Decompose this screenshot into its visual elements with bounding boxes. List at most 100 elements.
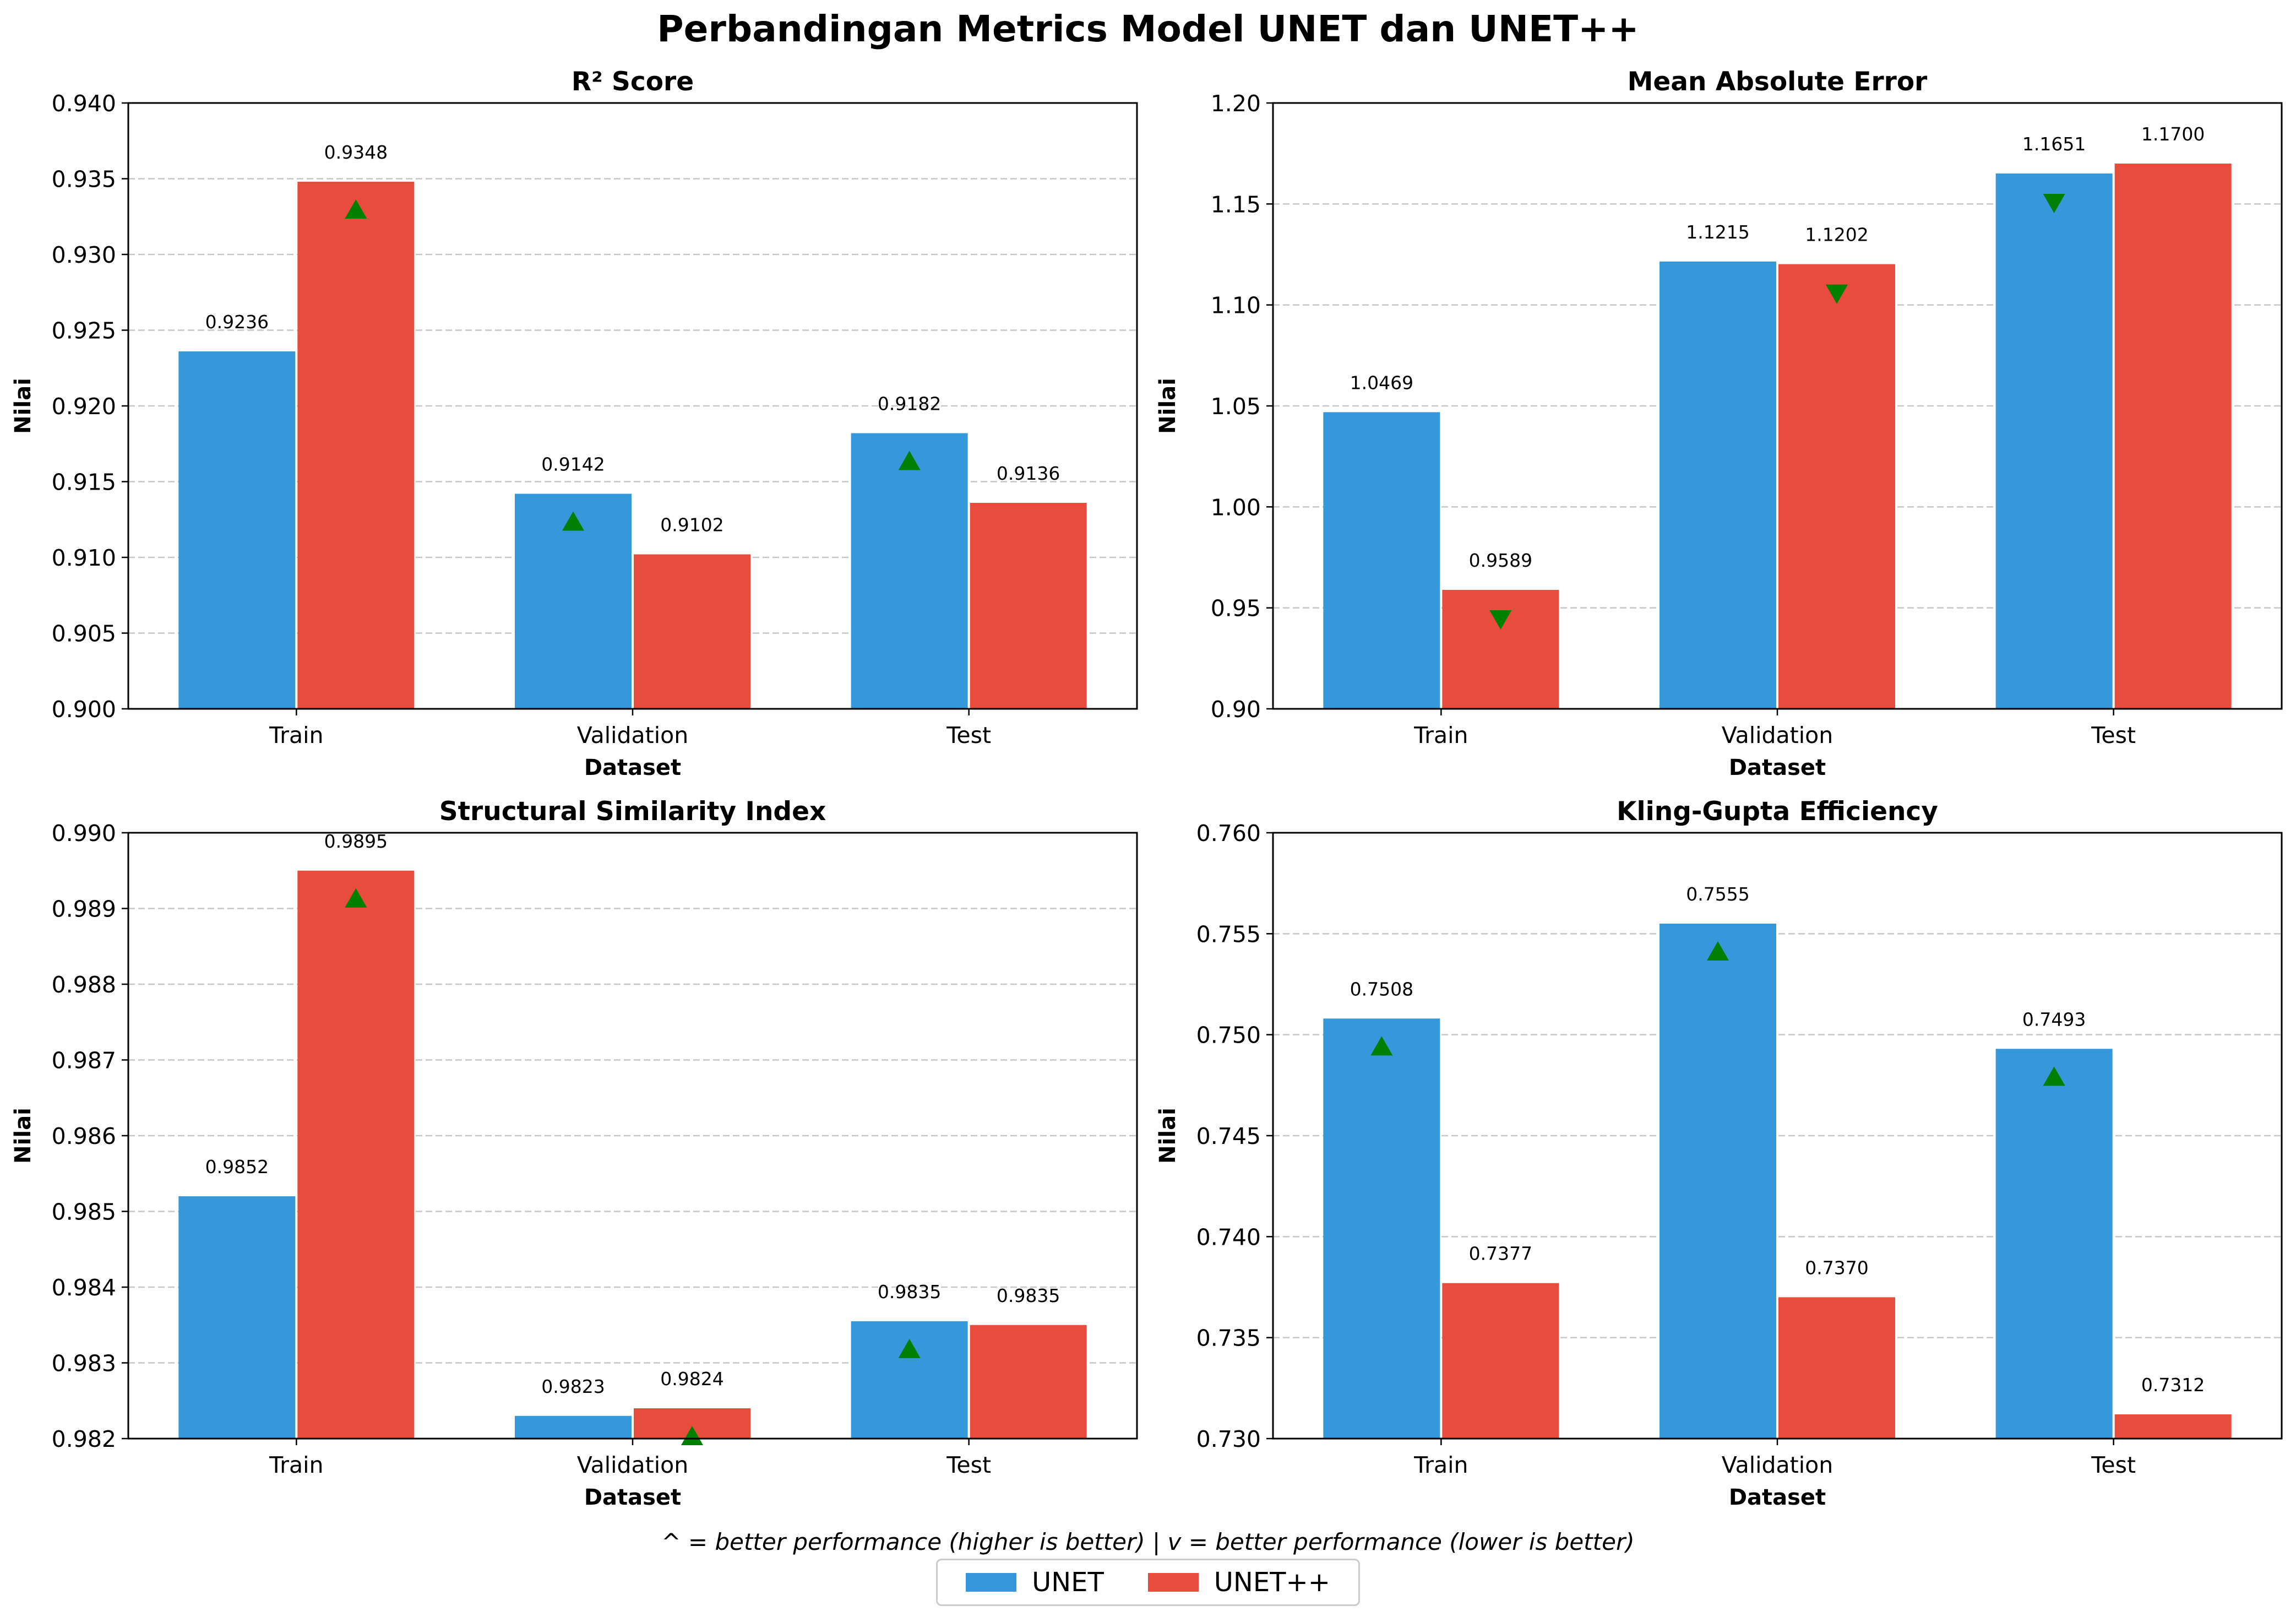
panel-title: Kling-Gupta Efficiency	[1617, 796, 1938, 827]
y-axis-label: Nilai	[1155, 378, 1180, 434]
better-marker-up	[345, 199, 367, 219]
x-axis-label: Dataset	[584, 755, 681, 780]
bar-unetpp-validation	[1778, 264, 1895, 709]
y-tick-label: 0.745	[1196, 1123, 1261, 1149]
data-label: 0.7555	[1686, 883, 1749, 905]
y-axis-label: Nilai	[10, 1108, 36, 1164]
x-tick-label: Validation	[577, 722, 688, 748]
bar-unet-train	[1323, 412, 1440, 709]
bar-unet-train	[178, 1196, 296, 1439]
panel-title: Mean Absolute Error	[1628, 67, 1928, 97]
x-tick-label: Train	[269, 722, 323, 748]
y-tick-label: 0.750	[1196, 1022, 1261, 1049]
x-tick-label: Validation	[577, 1452, 688, 1478]
y-tick-label: 0.935	[52, 166, 116, 193]
data-label: 0.9589	[1469, 550, 1532, 571]
data-label: 0.7508	[1350, 978, 1413, 1000]
y-tick-label: 0.940	[52, 90, 116, 117]
y-tick-label: 0.910	[52, 545, 116, 571]
data-label: 0.9182	[878, 393, 941, 415]
bar-unetpp-test	[2114, 164, 2232, 709]
axes-frame	[1272, 832, 2283, 1440]
data-label: 0.9852	[205, 1156, 269, 1178]
data-label: 1.1651	[2022, 133, 2086, 155]
y-tick-label: 0.989	[52, 896, 116, 923]
bar-unetpp-train	[1442, 1283, 1559, 1439]
axes-frame	[1272, 102, 2283, 710]
bar-unetpp-test	[2114, 1414, 2232, 1439]
bar-unetpp-validation	[634, 554, 750, 709]
x-tick-label: Validation	[1722, 722, 1833, 748]
bar-unetpp-validation	[1778, 1297, 1895, 1439]
axes-frame	[127, 832, 1138, 1440]
y-tick-label: 0.90	[1211, 696, 1261, 723]
data-label: 0.7370	[1805, 1257, 1868, 1278]
bar-unetpp-test	[970, 503, 1087, 709]
data-label: 1.0469	[1350, 372, 1413, 393]
y-tick-label: 0.920	[52, 393, 116, 420]
data-label: 0.7312	[2141, 1374, 2205, 1396]
legend-item-unetpp: UNET++	[1147, 1567, 1330, 1598]
data-label: 0.7493	[2022, 1008, 2086, 1030]
x-tick-label: Test	[946, 722, 991, 748]
y-tick-label: 0.760	[1196, 820, 1261, 847]
y-tick-label: 0.986	[52, 1123, 116, 1149]
bar-unet-test	[1995, 173, 2113, 709]
bar-unet-test	[1995, 1049, 2113, 1439]
y-tick-label: 0.915	[52, 469, 116, 496]
y-tick-label: 0.985	[52, 1199, 116, 1225]
y-tick-label: 0.982	[52, 1426, 116, 1452]
data-label: 0.9824	[660, 1368, 723, 1390]
data-label: 0.9835	[878, 1281, 941, 1303]
legend-label-unet: UNET	[1032, 1567, 1104, 1598]
legend-swatch-unetpp	[1147, 1573, 1199, 1592]
data-label: 0.9835	[997, 1285, 1060, 1306]
data-label: 0.9102	[660, 514, 723, 536]
data-label: 0.9348	[324, 142, 388, 163]
bar-unetpp-train	[1442, 590, 1559, 709]
bar-unet-train	[178, 351, 296, 709]
x-axis-label: Dataset	[584, 1485, 681, 1510]
y-tick-label: 0.735	[1196, 1325, 1261, 1352]
y-tick-label: 0.984	[52, 1274, 116, 1301]
better-marker-down	[1826, 284, 1848, 304]
x-tick-label: Train	[1413, 722, 1468, 748]
y-tick-label: 0.925	[52, 318, 116, 344]
better-marker-up	[1370, 1036, 1393, 1056]
better-marker-up	[1707, 941, 1729, 961]
y-axis-label: Nilai	[10, 378, 36, 434]
legend: UNET UNET++	[936, 1559, 1360, 1606]
legend-swatch-unet	[966, 1573, 1017, 1592]
bar-unetpp-train	[297, 870, 415, 1439]
data-label: 1.1215	[1686, 221, 1749, 243]
y-tick-label: 0.900	[52, 696, 116, 723]
better-marker-down	[1489, 610, 1512, 630]
y-tick-label: 1.05	[1211, 393, 1261, 420]
panel-title: R² Score	[572, 67, 694, 97]
figure-title: Perbandingan Metrics Model UNET dan UNET…	[657, 8, 1639, 50]
data-label: 1.1700	[2141, 123, 2205, 145]
panel-title: Structural Similarity Index	[439, 796, 826, 827]
y-tick-label: 0.740	[1196, 1224, 1261, 1250]
data-label: 1.1202	[1805, 224, 1868, 246]
better-marker-up	[898, 451, 921, 470]
bar-unet-test	[851, 433, 968, 709]
x-tick-label: Train	[269, 1452, 323, 1478]
y-tick-label: 1.00	[1211, 494, 1261, 520]
bar-unetpp-test	[970, 1325, 1087, 1439]
x-tick-label: Test	[2091, 1452, 2136, 1478]
y-tick-label: 0.983	[52, 1350, 116, 1377]
x-axis-label: Dataset	[1729, 755, 1826, 780]
better-marker-up	[345, 888, 367, 908]
bar-unet-test	[851, 1321, 968, 1439]
x-tick-label: Validation	[1722, 1452, 1833, 1478]
y-tick-label: 1.15	[1211, 191, 1261, 218]
y-tick-label: 0.755	[1196, 921, 1261, 947]
y-tick-label: 0.990	[52, 820, 116, 847]
bar-unet-validation	[515, 1415, 632, 1439]
better-marker-up	[898, 1338, 921, 1358]
y-tick-label: 1.10	[1211, 292, 1261, 319]
data-label: 0.7377	[1469, 1243, 1532, 1265]
better-marker-up	[2043, 1066, 2065, 1086]
